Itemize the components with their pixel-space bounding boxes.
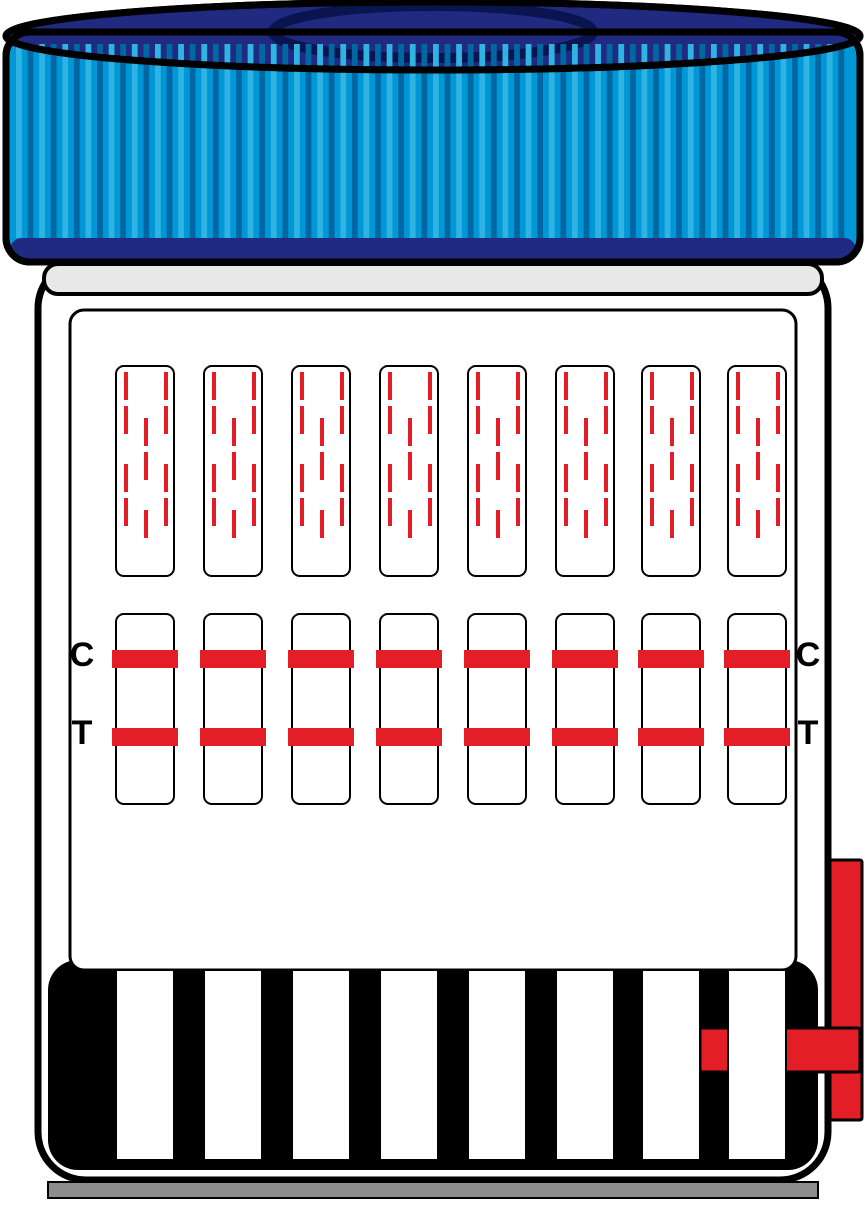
control-label-left: C: [70, 636, 95, 674]
sample-pad: [380, 366, 438, 576]
sample-pad: [116, 366, 174, 576]
sample-pad: [556, 366, 614, 576]
sample-pad: [728, 366, 786, 576]
result-strip: [288, 614, 354, 804]
test-label-left: T: [72, 714, 93, 752]
drug-test-cup-diagram: C T C T: [0, 0, 866, 1208]
sample-pad: [292, 366, 350, 576]
result-strip: [112, 614, 178, 804]
test-label-right: T: [798, 714, 819, 752]
result-strip: [464, 614, 530, 804]
sample-pad: [468, 366, 526, 576]
result-strip: [638, 614, 704, 804]
base-bar: [48, 1182, 818, 1198]
result-strip: [376, 614, 442, 804]
sample-pad: [204, 366, 262, 576]
result-strip: [724, 614, 790, 804]
control-label-right: C: [796, 636, 821, 674]
result-strip: [200, 614, 266, 804]
result-strip: [552, 614, 618, 804]
cap: [6, 2, 860, 262]
sample-pad: [642, 366, 700, 576]
